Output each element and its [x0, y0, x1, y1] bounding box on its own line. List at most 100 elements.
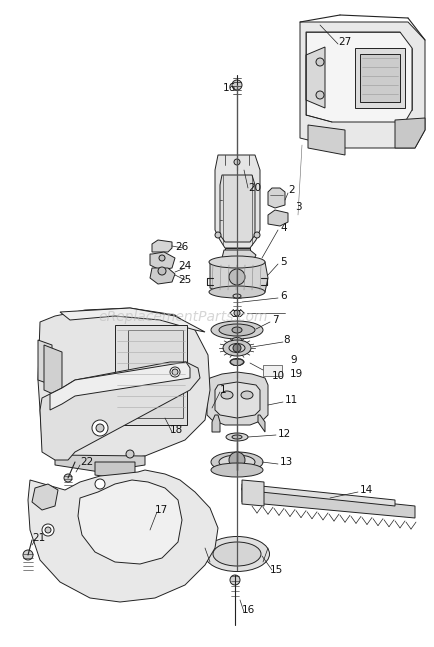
Circle shape	[96, 424, 104, 432]
Polygon shape	[150, 268, 174, 284]
Circle shape	[95, 479, 105, 489]
Polygon shape	[221, 250, 256, 265]
Text: 2: 2	[287, 185, 294, 195]
Text: 10: 10	[271, 371, 284, 381]
Circle shape	[170, 367, 180, 377]
Text: 13: 13	[279, 457, 293, 467]
Text: 12: 12	[277, 429, 291, 439]
Polygon shape	[394, 118, 424, 148]
Text: 18: 18	[170, 425, 183, 435]
Text: 24: 24	[178, 261, 191, 271]
Text: 9: 9	[289, 355, 296, 365]
Text: 11: 11	[284, 395, 298, 405]
Ellipse shape	[231, 327, 241, 333]
Ellipse shape	[240, 391, 253, 399]
Polygon shape	[32, 484, 58, 510]
Polygon shape	[241, 488, 414, 518]
Text: eReplacementParts.com: eReplacementParts.com	[98, 310, 267, 324]
Polygon shape	[211, 415, 220, 432]
Text: 3: 3	[294, 202, 301, 212]
Polygon shape	[28, 470, 217, 602]
Ellipse shape	[218, 324, 254, 336]
Text: 5: 5	[279, 257, 286, 267]
Text: 15: 15	[270, 565, 283, 575]
Bar	[128, 330, 183, 418]
Ellipse shape	[226, 433, 247, 441]
Circle shape	[64, 474, 72, 482]
Polygon shape	[78, 480, 181, 564]
Bar	[359, 54, 399, 102]
Ellipse shape	[210, 463, 263, 477]
Ellipse shape	[228, 344, 244, 353]
Text: 26: 26	[174, 242, 188, 252]
Polygon shape	[241, 484, 394, 506]
Text: 25: 25	[178, 275, 191, 285]
Circle shape	[228, 452, 244, 468]
Circle shape	[228, 269, 244, 285]
Ellipse shape	[204, 536, 269, 571]
Text: 22: 22	[80, 457, 93, 467]
Circle shape	[233, 310, 240, 316]
Polygon shape	[95, 462, 135, 478]
Text: 8: 8	[283, 335, 289, 345]
Text: 16: 16	[222, 83, 236, 93]
Polygon shape	[38, 340, 52, 385]
Ellipse shape	[230, 358, 243, 366]
Ellipse shape	[208, 256, 264, 268]
Polygon shape	[263, 365, 281, 376]
Text: 4: 4	[279, 223, 286, 233]
Ellipse shape	[233, 294, 240, 298]
Ellipse shape	[210, 452, 263, 472]
Circle shape	[45, 527, 51, 533]
Circle shape	[159, 255, 164, 261]
Polygon shape	[40, 362, 200, 460]
Polygon shape	[50, 362, 190, 410]
Text: 7: 7	[271, 315, 278, 325]
Circle shape	[253, 232, 260, 238]
Circle shape	[126, 450, 134, 458]
Polygon shape	[207, 372, 267, 425]
Polygon shape	[44, 345, 62, 398]
Polygon shape	[150, 252, 174, 270]
Circle shape	[315, 58, 323, 66]
Polygon shape	[305, 32, 411, 122]
Circle shape	[61, 450, 69, 458]
Text: 14: 14	[359, 485, 372, 495]
Polygon shape	[257, 415, 264, 432]
Circle shape	[149, 368, 161, 380]
Ellipse shape	[213, 542, 260, 566]
Text: 16: 16	[241, 605, 255, 615]
Polygon shape	[241, 480, 263, 506]
Circle shape	[315, 91, 323, 99]
Polygon shape	[210, 258, 267, 298]
Ellipse shape	[231, 435, 241, 439]
Circle shape	[233, 344, 240, 352]
Ellipse shape	[208, 286, 264, 298]
Polygon shape	[220, 175, 254, 242]
Text: 17: 17	[155, 505, 168, 515]
Circle shape	[214, 232, 220, 238]
Text: 6: 6	[279, 291, 286, 301]
Text: 20: 20	[247, 183, 260, 193]
Polygon shape	[151, 240, 171, 252]
Polygon shape	[55, 455, 145, 472]
Polygon shape	[214, 382, 260, 418]
Polygon shape	[305, 47, 324, 108]
Circle shape	[158, 267, 166, 275]
Polygon shape	[60, 308, 204, 332]
Text: 1: 1	[220, 385, 226, 395]
Circle shape	[231, 80, 241, 90]
Text: 21: 21	[32, 533, 45, 543]
Circle shape	[230, 575, 240, 585]
Polygon shape	[38, 308, 210, 462]
Bar	[354, 48, 404, 108]
Circle shape	[92, 420, 108, 436]
Polygon shape	[214, 155, 260, 248]
Ellipse shape	[220, 391, 233, 399]
Circle shape	[171, 369, 178, 375]
Ellipse shape	[231, 338, 241, 342]
Polygon shape	[299, 22, 424, 148]
Circle shape	[42, 524, 54, 536]
Text: 19: 19	[289, 369, 302, 379]
Ellipse shape	[218, 455, 254, 469]
